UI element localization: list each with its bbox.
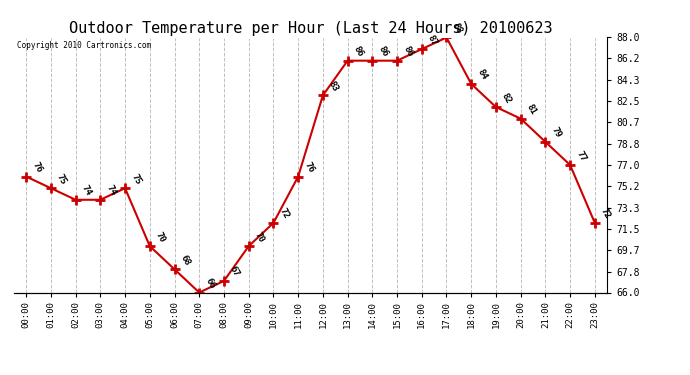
Text: 70: 70 <box>253 230 266 244</box>
Text: 84: 84 <box>475 68 489 82</box>
Text: 76: 76 <box>30 160 43 174</box>
Text: 72: 72 <box>277 207 290 221</box>
Text: 66: 66 <box>204 276 217 290</box>
Text: Copyright 2010 Cartronics.com: Copyright 2010 Cartronics.com <box>17 41 151 50</box>
Text: 75: 75 <box>129 172 142 186</box>
Text: 74: 74 <box>104 184 118 198</box>
Text: 82: 82 <box>500 91 513 105</box>
Text: 86: 86 <box>401 45 415 58</box>
Text: 79: 79 <box>549 126 563 140</box>
Text: 68: 68 <box>179 254 192 267</box>
Text: 88: 88 <box>451 21 464 35</box>
Text: 75: 75 <box>55 172 68 186</box>
Text: 70: 70 <box>154 230 167 244</box>
Text: 87: 87 <box>426 33 439 47</box>
Text: 81: 81 <box>525 103 538 117</box>
Text: 83: 83 <box>327 80 340 93</box>
Text: 86: 86 <box>352 45 365 58</box>
Text: 67: 67 <box>228 265 242 279</box>
Text: 86: 86 <box>377 45 390 58</box>
Title: Outdoor Temperature per Hour (Last 24 Hours) 20100623: Outdoor Temperature per Hour (Last 24 Ho… <box>69 21 552 36</box>
Text: 77: 77 <box>574 149 587 163</box>
Text: 72: 72 <box>599 207 612 221</box>
Text: 76: 76 <box>302 160 315 174</box>
Text: 74: 74 <box>80 184 93 198</box>
